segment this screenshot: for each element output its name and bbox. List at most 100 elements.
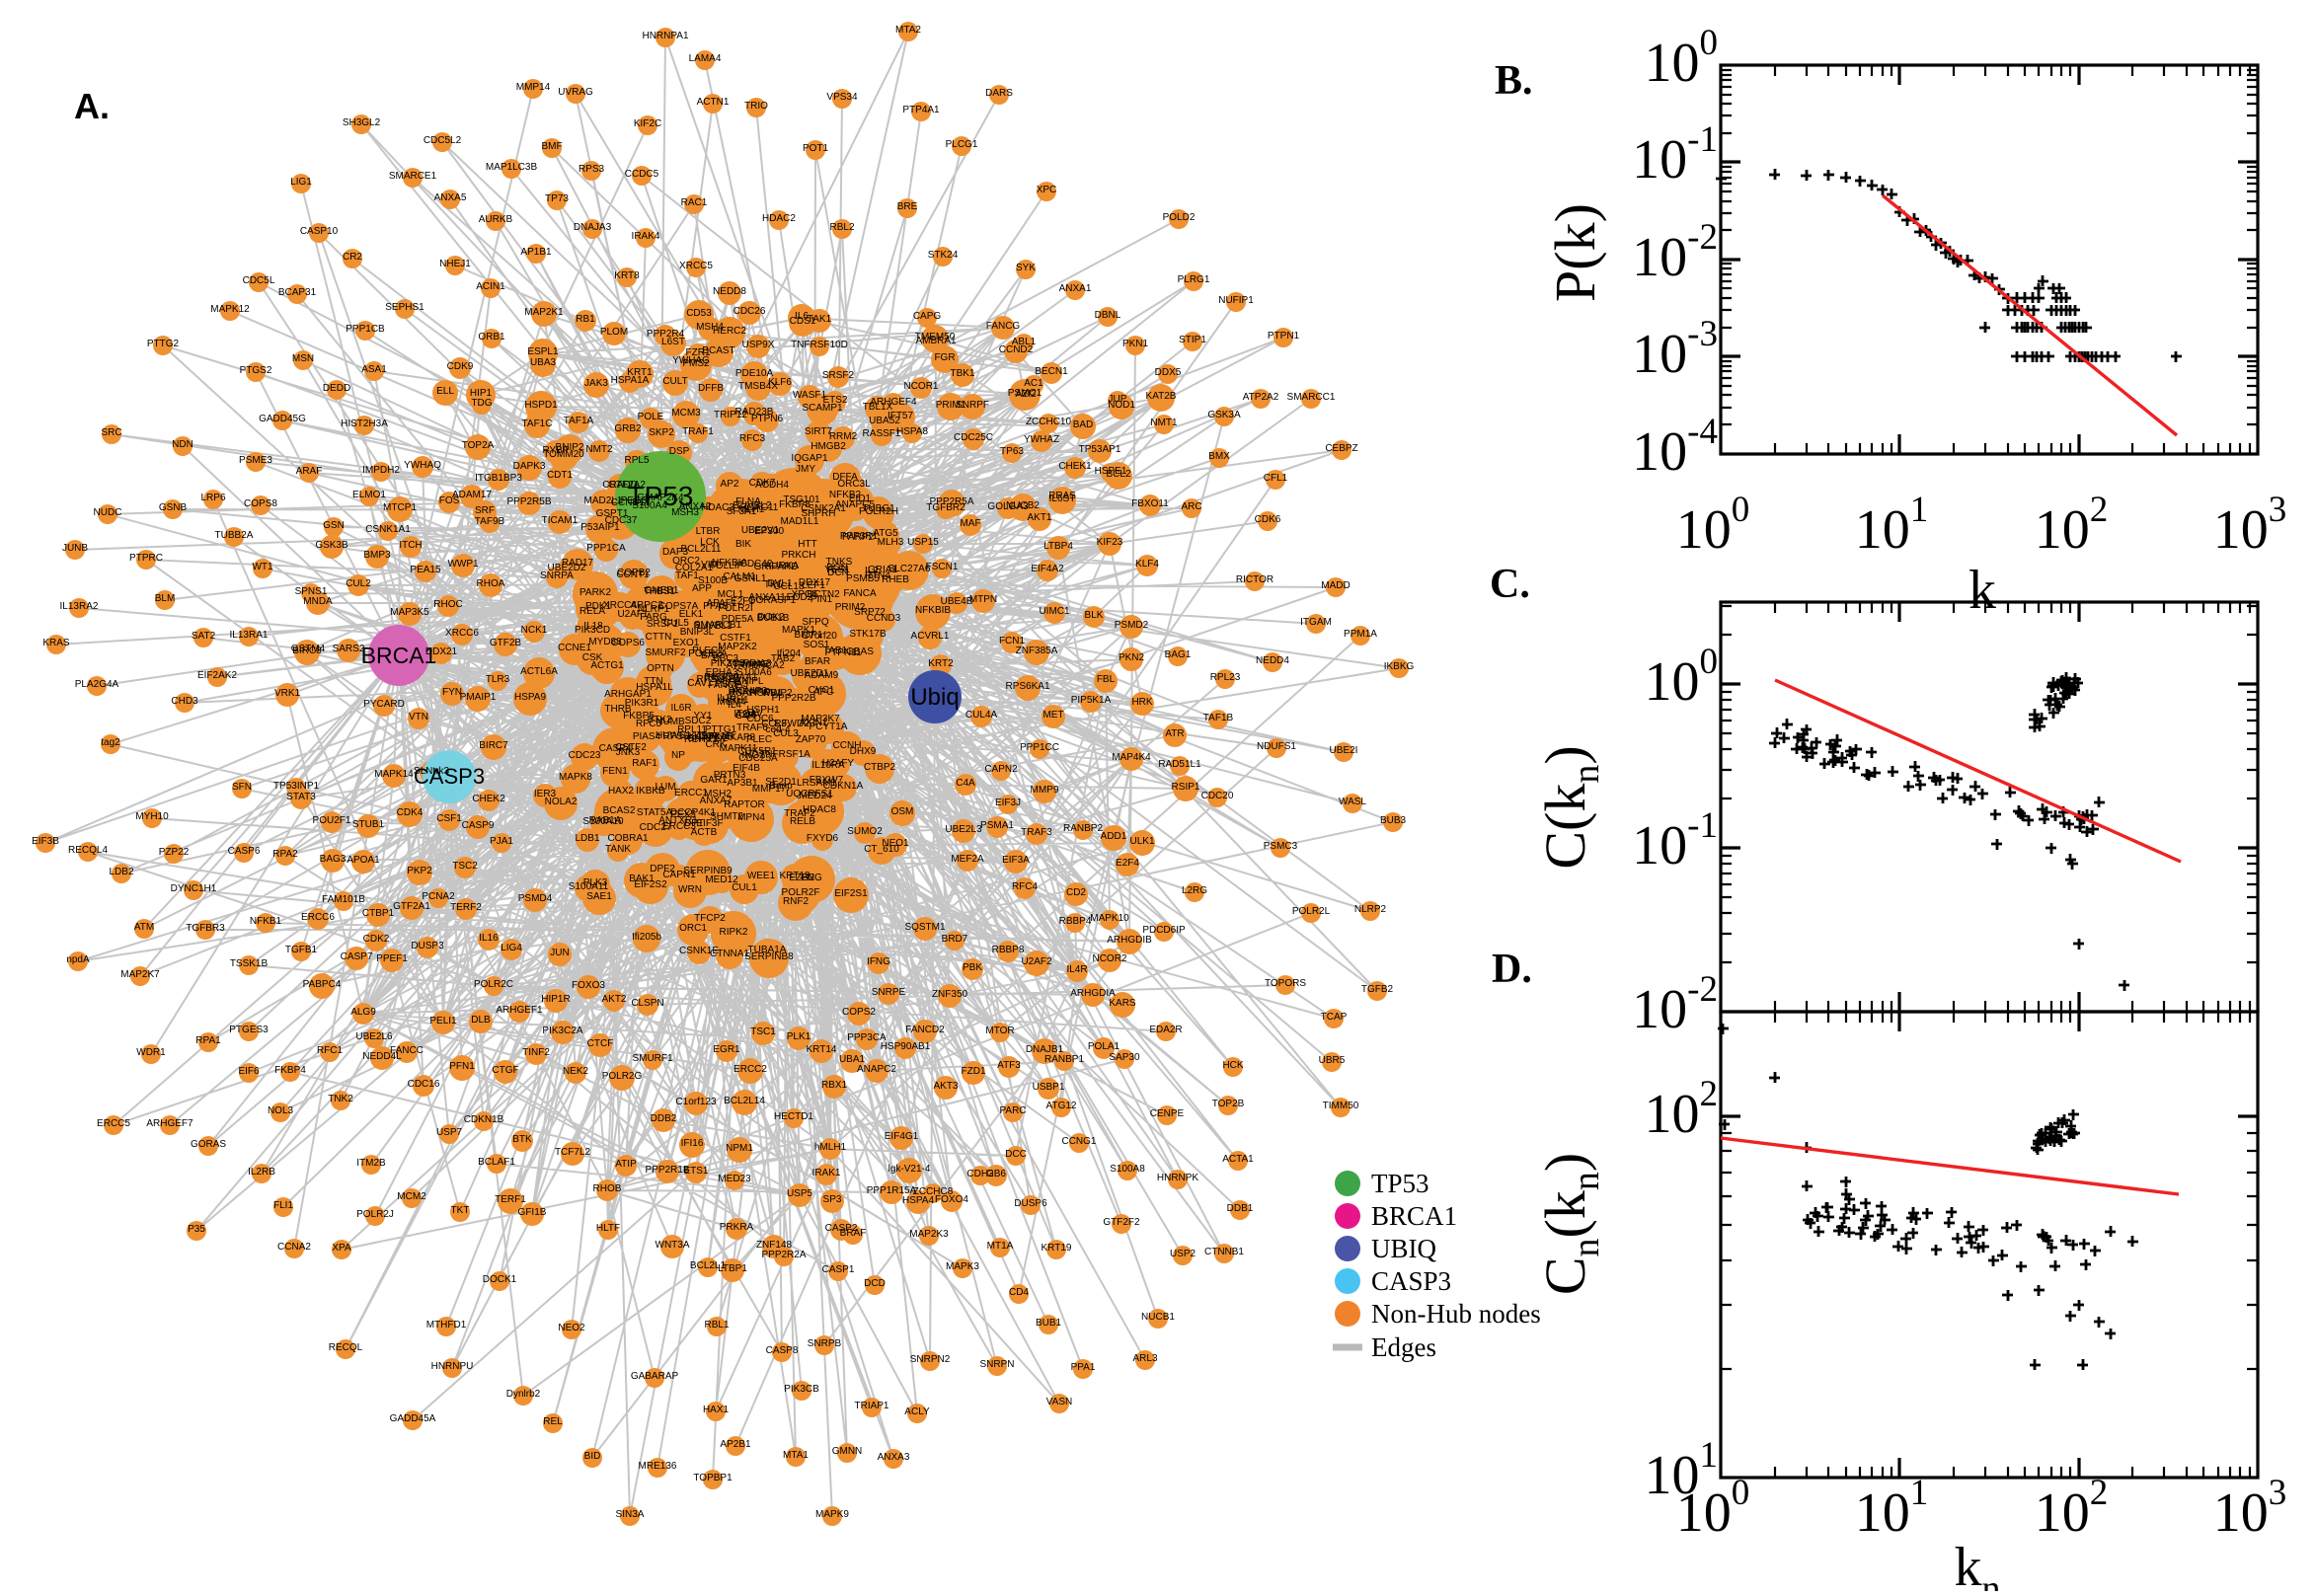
svg-text:ZNF385A: ZNF385A — [1016, 646, 1058, 656]
svg-text:B.: B. — [1495, 58, 1533, 104]
svg-text:TRAF6: TRAF6 — [736, 722, 768, 733]
svg-text:NEO1: NEO1 — [882, 838, 909, 849]
svg-text:GADD45A: GADD45A — [390, 1413, 436, 1424]
svg-text:ULK1: ULK1 — [1129, 836, 1154, 847]
svg-text:MAF: MAF — [960, 518, 980, 529]
svg-text:RPL11: RPL11 — [677, 724, 707, 735]
svg-text:ZNF148: ZNF148 — [756, 1240, 793, 1251]
svg-text:GADD45G: GADD45G — [259, 414, 306, 424]
svg-text:MYD88: MYD88 — [588, 637, 622, 647]
svg-text:POLR2J: POLR2J — [356, 1209, 394, 1220]
svg-text:MT1A: MT1A — [987, 1241, 1014, 1252]
svg-text:TOPBP1: TOPBP1 — [693, 1473, 733, 1483]
svg-text:CDKN1B: CDKN1B — [464, 1114, 504, 1125]
svg-text:USP2: USP2 — [1170, 1249, 1197, 1259]
svg-text:IQGAP1: IQGAP1 — [791, 453, 828, 464]
svg-text:TERF2: TERF2 — [450, 902, 482, 913]
svg-text:UQCRFS1: UQCRFS1 — [786, 789, 833, 799]
svg-text:SDC2: SDC2 — [685, 716, 712, 726]
svg-text:KRT18: KRT18 — [780, 871, 811, 881]
svg-text:CRADD: CRADD — [602, 480, 638, 491]
svg-text:GMAP2K4: GMAP2K4 — [637, 493, 684, 503]
svg-text:UBE2L3: UBE2L3 — [945, 824, 982, 835]
svg-text:YY1: YY1 — [694, 711, 713, 722]
svg-text:UBE2D1: UBE2D1 — [791, 668, 829, 679]
svg-text:CULT: CULT — [662, 376, 687, 387]
svg-text:CASP10: CASP10 — [300, 226, 339, 237]
svg-text:CCNT1: CCNT1 — [616, 570, 650, 580]
svg-text:ASA1: ASA1 — [361, 364, 387, 375]
svg-text:IER3: IER3 — [534, 789, 557, 799]
svg-text:MAP3K7: MAP3K7 — [801, 714, 840, 724]
svg-text:BIRC7: BIRC7 — [479, 740, 508, 751]
svg-text:TBK1: TBK1 — [950, 368, 974, 379]
svg-text:ORC1: ORC1 — [679, 923, 707, 934]
svg-text:PSMB5: PSMB5 — [846, 573, 880, 584]
svg-text:ACIN1: ACIN1 — [476, 281, 505, 292]
svg-text:PTPN11: PTPN11 — [824, 647, 861, 658]
svg-text:HDAC3: HDAC3 — [701, 502, 734, 513]
svg-text:FYN: FYN — [442, 687, 462, 698]
svg-text:COBRA1: COBRA1 — [607, 833, 649, 844]
svg-text:WEE1: WEE1 — [747, 871, 776, 881]
svg-text:APC: APC — [813, 687, 834, 698]
svg-text:CENPE: CENPE — [1150, 1108, 1185, 1119]
svg-text:SCAMP1: SCAMP1 — [802, 403, 843, 414]
svg-text:SNRPE: SNRPE — [872, 987, 906, 998]
svg-text:C4R: C4R — [735, 711, 755, 722]
svg-text:ACTG1: ACTG1 — [590, 660, 624, 671]
svg-text:COL2A1: COL2A1 — [675, 563, 714, 573]
svg-text:KARS: KARS — [1109, 998, 1136, 1009]
svg-text:IFI16: IFI16 — [681, 1138, 704, 1149]
svg-text:NOL3: NOL3 — [268, 1105, 294, 1116]
svg-text:BCLAF1: BCLAF1 — [478, 1157, 515, 1168]
svg-text:PMS2: PMS2 — [682, 358, 710, 369]
svg-text:APAF1: APAF1 — [707, 598, 737, 609]
svg-text:PLK1: PLK1 — [787, 1031, 811, 1042]
svg-text:IL4: IL4 — [728, 700, 741, 711]
svg-text:KLF6: KLF6 — [768, 377, 792, 388]
svg-text:CTNNB1: CTNNB1 — [1204, 1247, 1244, 1257]
svg-text:Non-Hub nodes: Non-Hub nodes — [1371, 1299, 1541, 1329]
svg-text:LUM: LUM — [655, 782, 675, 793]
svg-text:WWP1: WWP1 — [447, 559, 479, 570]
svg-text:POLR2G: POLR2G — [602, 1071, 643, 1082]
svg-text:ATG5: ATG5 — [873, 528, 898, 539]
svg-text:HNRNPU: HNRNPU — [431, 1361, 474, 1372]
svg-text:BNIPL: BNIPL — [735, 676, 764, 687]
svg-text:VRK1: VRK1 — [274, 688, 301, 699]
svg-text:CDC5L2: CDC5L2 — [424, 135, 462, 146]
svg-text:FSCN1: FSCN1 — [926, 562, 959, 572]
svg-text:HSP90AA1: HSP90AA1 — [708, 672, 758, 683]
svg-text:RRM2: RRM2 — [829, 431, 858, 442]
svg-text:IRAK1: IRAK1 — [812, 1168, 841, 1178]
svg-text:ADD1: ADD1 — [1101, 831, 1127, 842]
svg-text:RFC3: RFC3 — [739, 433, 766, 444]
svg-text:MRE136: MRE136 — [639, 1461, 677, 1472]
svg-text:TCAP: TCAP — [1321, 1012, 1348, 1023]
svg-text:IMPDH2: IMPDH2 — [362, 465, 400, 476]
svg-text:HECTD1: HECTD1 — [774, 1111, 813, 1122]
svg-text:SNRPN2: SNRPN2 — [910, 1354, 951, 1365]
svg-text:TAF1C: TAF1C — [522, 418, 553, 429]
svg-text:CDK4: CDK4 — [397, 807, 424, 818]
svg-text:NEO2: NEO2 — [558, 1323, 585, 1333]
svg-text:BLM: BLM — [155, 593, 176, 604]
svg-text:PSMA3: PSMA3 — [715, 679, 748, 690]
svg-text:TAF9B: TAF9B — [475, 516, 505, 527]
svg-text:RASSF1: RASSF1 — [863, 428, 901, 439]
svg-text:ADAM9: ADAM9 — [805, 670, 839, 681]
svg-text:RBL2: RBL2 — [829, 222, 854, 233]
svg-text:CASP2: CASP2 — [825, 1223, 858, 1234]
svg-text:PDE5A: PDE5A — [722, 614, 754, 625]
svg-text:AP1B1: AP1B1 — [520, 247, 552, 258]
svg-text:EIF2AK2: EIF2AK2 — [197, 670, 237, 681]
svg-text:KRT8: KRT8 — [614, 270, 640, 281]
svg-text:ANXA1: ANXA1 — [1059, 283, 1092, 294]
svg-text:HSPA4: HSPA4 — [902, 1195, 934, 1206]
svg-text:CDC25C: CDC25C — [954, 432, 993, 443]
svg-text:IL10RA: IL10RA — [811, 760, 845, 771]
svg-text:WASL: WASL — [1339, 797, 1366, 807]
svg-text:CDC6: CDC6 — [746, 714, 774, 724]
svg-text:RPL5: RPL5 — [624, 455, 649, 466]
